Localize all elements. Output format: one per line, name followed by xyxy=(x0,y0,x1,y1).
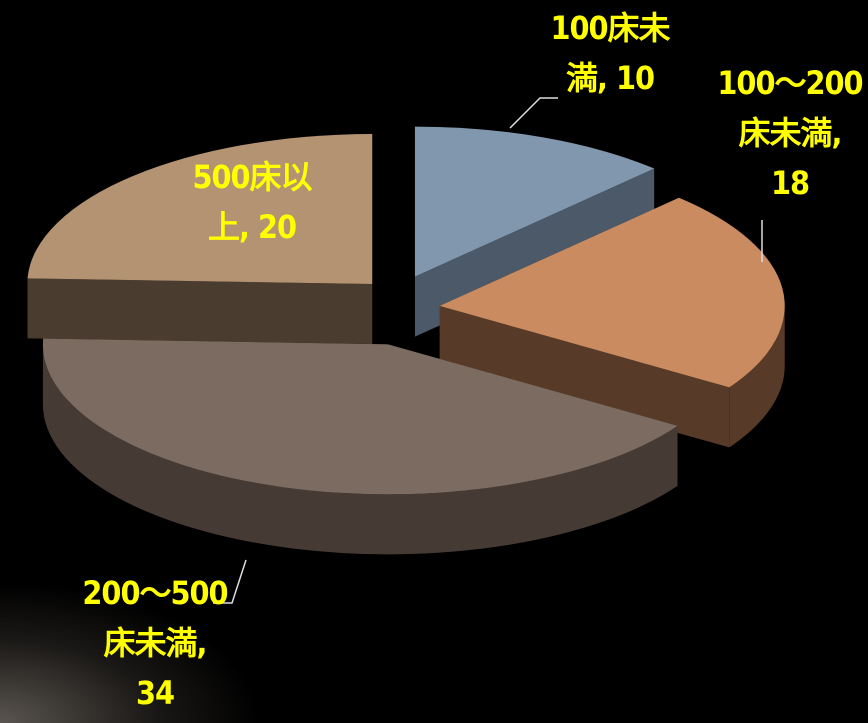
label-name: 100床未満 xyxy=(550,9,670,97)
label-name: 200～500床未満 xyxy=(82,574,228,662)
label-value: 20 xyxy=(257,208,297,246)
label-name: 500床以上 xyxy=(192,158,312,246)
slice xyxy=(42,338,678,495)
slice-side xyxy=(729,305,785,448)
slice-side xyxy=(42,344,678,555)
data-label: 200～500床未満, 34 xyxy=(82,574,228,712)
slice xyxy=(27,134,373,285)
slice-edge xyxy=(439,305,730,448)
label-value: 10 xyxy=(615,59,655,97)
slice-edge xyxy=(27,278,373,345)
data-label: 100～200床未満, 18 xyxy=(717,64,863,202)
slice xyxy=(414,126,655,277)
label-value: 18 xyxy=(770,164,810,202)
label-name: 100～200床未満 xyxy=(717,64,863,152)
leader-line xyxy=(509,97,558,129)
data-label: 500床以上, 20 xyxy=(192,158,312,246)
slice xyxy=(439,197,785,388)
label-value: 34 xyxy=(135,674,175,712)
data-label: 100床未満, 10 xyxy=(550,9,670,97)
leader-line xyxy=(213,559,247,604)
